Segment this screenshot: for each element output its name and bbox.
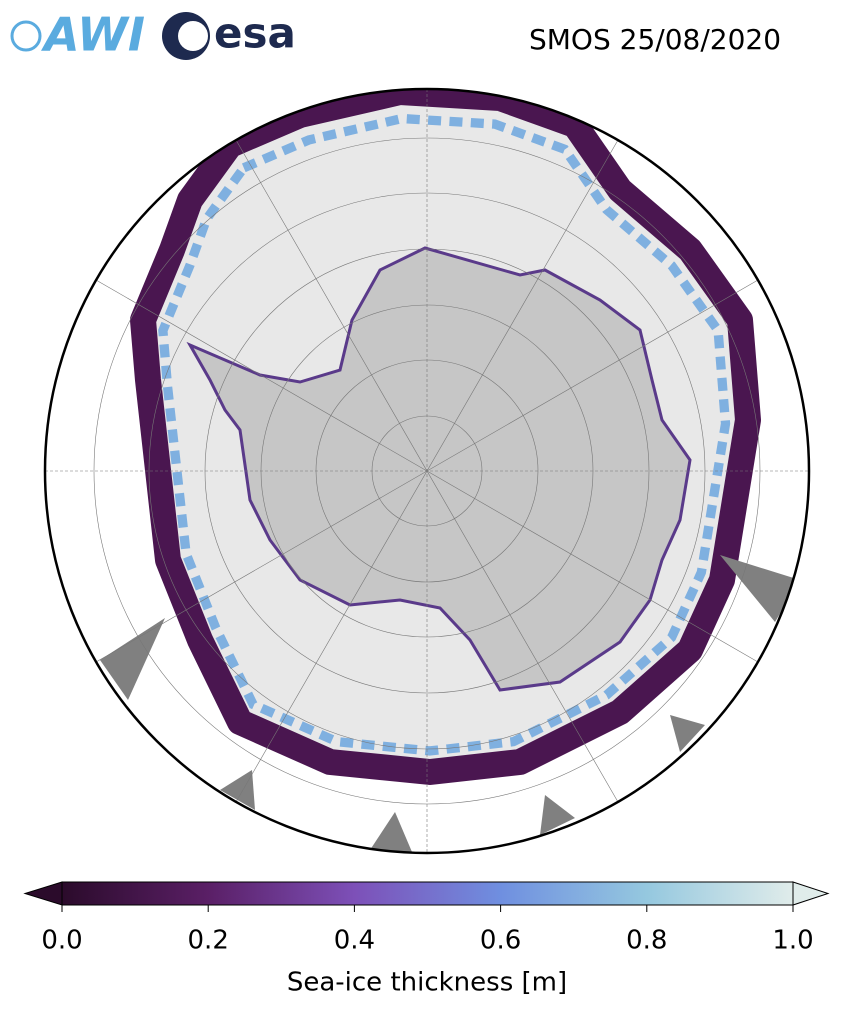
esa-logo: esa [162, 9, 296, 60]
colorbar-tick-label: 0.4 [334, 926, 375, 956]
title: SMOS 25/08/2020 [529, 23, 781, 56]
masked-areas [100, 555, 800, 852]
awi-logo-text: AWI [41, 8, 145, 62]
sea-ice-thick [158, 113, 731, 756]
awi-logo: AWI [10, 8, 145, 62]
colorbar-tick-label: 0.6 [480, 926, 521, 956]
map [45, 89, 809, 853]
colorbar [23, 881, 830, 906]
colorbar-over [792, 881, 830, 906]
map-border [43, 87, 811, 855]
colorbar-under [23, 881, 63, 906]
antarctica [186, 246, 692, 692]
colorbar-tick-label: 1.0 [772, 926, 813, 956]
esa-logo-text: esa [214, 9, 296, 58]
colorbar-tick-label: 0.8 [626, 926, 667, 956]
colorbar-tick-label: 0.0 [41, 926, 82, 956]
colorbar-label: Sea-ice thickness [m] [287, 968, 567, 998]
graticule [45, 89, 809, 853]
colorbar-bar [61, 881, 794, 906]
colorbar-tick-label: 0.2 [188, 926, 229, 956]
